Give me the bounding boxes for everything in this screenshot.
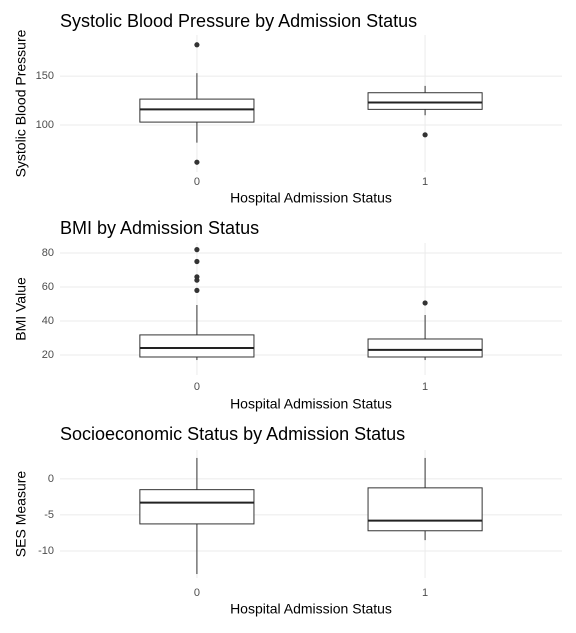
outlier [422,132,428,138]
x-axis-label: Hospital Admission Status [230,396,392,412]
x-tick-label: 1 [422,587,428,599]
box [367,338,483,358]
y-tick-label: 20 [42,349,54,361]
y-axis-label: SES Measure [13,471,29,558]
y-tick-label: 100 [36,119,54,131]
outlier [194,277,200,283]
outlier [194,42,200,48]
y-axis-label: BMI Value [13,277,29,341]
x-tick-label: 0 [194,381,200,393]
x-axis-label: Hospital Admission Status [230,190,392,206]
y-tick-label: 150 [36,70,54,82]
y-axis-label: Systolic Blood Pressure [13,29,29,177]
y-tick-label: 0 [48,473,54,485]
box [367,487,483,532]
box [139,489,255,525]
chart-title: BMI by Admission Status [60,218,259,238]
box [367,92,483,110]
chart-title: Socioeconomic Status by Admission Status [60,424,405,444]
x-tick-label: 1 [422,381,428,393]
outlier [422,300,428,306]
chart-title: Systolic Blood Pressure by Admission Sta… [60,11,417,31]
y-tick-label: 40 [42,315,54,327]
y-tick-label: 60 [42,281,54,293]
outlier [194,247,200,253]
y-tick-label: -5 [44,509,54,521]
y-tick-label: -10 [38,545,54,557]
box [139,334,255,358]
outlier [194,287,200,293]
box [139,98,255,123]
outlier [194,258,200,265]
y-tick-label: 80 [42,247,54,259]
x-tick-label: 1 [422,176,428,188]
x-axis-label: Hospital Admission Status [230,601,392,617]
x-tick-label: 0 [194,176,200,188]
outlier [194,159,200,165]
x-tick-label: 0 [194,587,200,599]
